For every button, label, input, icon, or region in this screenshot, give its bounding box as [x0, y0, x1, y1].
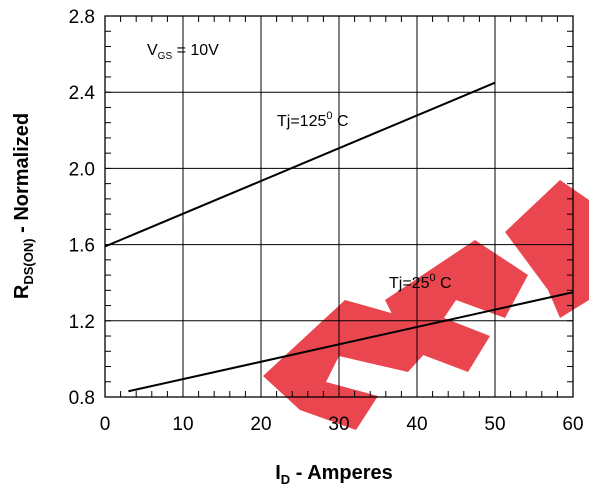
- y-axis-title: RDS(ON) - Normalized: [11, 113, 36, 299]
- y-tick-label: 1.6: [69, 236, 95, 257]
- x-tick-label: 60: [562, 414, 583, 435]
- y-tick-label: 0.8: [69, 388, 95, 409]
- y-tick-label: 2.8: [69, 7, 95, 28]
- y-tick-label: 2.0: [69, 159, 95, 180]
- series-line-tj25: [128, 291, 574, 393]
- x-tick-label: 20: [250, 414, 271, 435]
- series-label-tj125: Tj=1250 C: [277, 110, 349, 130]
- x-tick-label: 40: [406, 414, 427, 435]
- x-tick-label: 10: [172, 414, 193, 435]
- y-tick-labels: 0.8 1.2 1.6 2.0 2.4 2.8: [69, 7, 96, 409]
- x-tick-label: 0: [100, 414, 111, 435]
- x-axis-title: ID - Amperes: [275, 462, 393, 487]
- series-label-tj25: Tj=250 C: [389, 272, 452, 292]
- x-tick-labels: 0 10 20 30 40 50 60: [100, 414, 584, 435]
- series: [104, 81, 574, 393]
- x-tick-label: 30: [328, 414, 349, 435]
- plot-frame: [104, 15, 574, 398]
- series-line-tj125: [104, 81, 496, 248]
- vgs-annotation: VGS = 10V: [147, 42, 219, 62]
- y-tick-label: 2.4: [69, 83, 96, 104]
- x-tick-label: 50: [484, 414, 505, 435]
- watermark-logo: [263, 180, 589, 430]
- y-tick-label: 1.2: [69, 312, 95, 333]
- grid: [105, 16, 573, 397]
